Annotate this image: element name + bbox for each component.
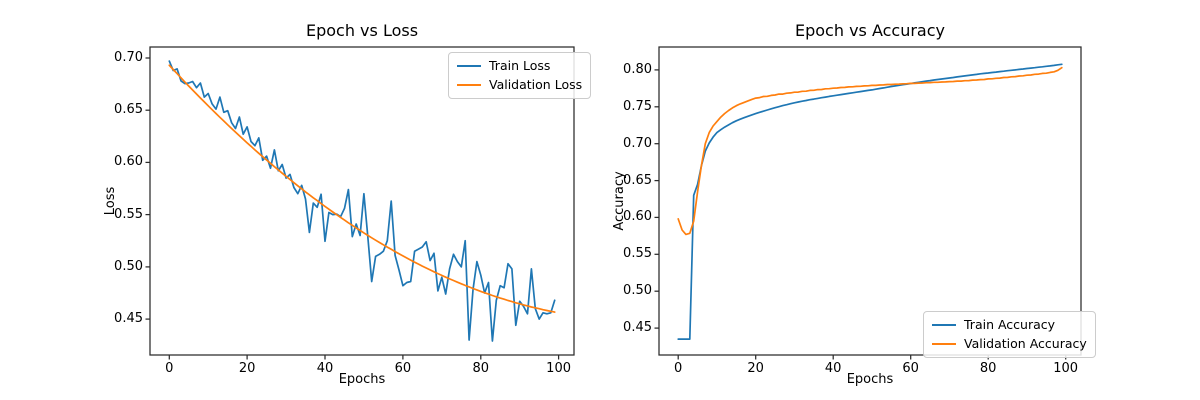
y-tick-label: 0.55 <box>623 246 652 262</box>
x-axis-label: Epochs <box>846 372 894 387</box>
x-tick-label: 60 <box>902 361 919 376</box>
y-tick-label: 0.80 <box>623 61 652 77</box>
y-tick-label: 0.55 <box>114 206 143 222</box>
chart-title: Epoch vs Accuracy <box>794 21 945 40</box>
x-tick-label: 40 <box>824 361 842 376</box>
y-tick-label: 0.60 <box>114 154 143 170</box>
legend-line-swatch <box>457 65 481 67</box>
legend-label: Validation Accuracy <box>964 336 1087 351</box>
x-tick-label: 100 <box>546 361 571 376</box>
y-tick-label: 0.75 <box>623 98 652 114</box>
plot-spines <box>658 46 1082 356</box>
plot-spines <box>149 46 575 356</box>
legend-line-swatch <box>932 343 956 345</box>
x-tick-label: 0 <box>165 361 174 376</box>
legend: Train Loss Validation Loss <box>448 52 592 99</box>
legend-entry: Validation Accuracy <box>932 336 1087 352</box>
legend-label: Train Loss <box>489 58 551 73</box>
x-tick-label: 60 <box>394 361 412 376</box>
x-tick-label: 80 <box>472 361 490 376</box>
y-tick-label: 0.70 <box>114 50 143 65</box>
validation-loss-line <box>168 64 556 313</box>
legend-label: Train Accuracy <box>964 317 1056 332</box>
x-tick-label: 0 <box>674 361 683 376</box>
x-tick-label: 20 <box>747 361 764 376</box>
legend-entry: Train Accuracy <box>932 317 1087 333</box>
y-tick-label: 0.60 <box>623 209 652 225</box>
y-tick-label: 0.65 <box>623 172 652 188</box>
legend: Train Accuracy Validation Accuracy <box>923 311 1096 358</box>
x-tick-label: 100 <box>1053 361 1079 376</box>
x-tick-label: 20 <box>238 361 256 376</box>
train-loss-line <box>168 60 556 342</box>
legend-entry: Train Loss <box>457 58 582 74</box>
y-tick-label: 0.65 <box>114 102 143 118</box>
x-tick-label: 40 <box>316 361 334 376</box>
legend-entry: Validation Loss <box>457 77 582 93</box>
x-tick-label: 80 <box>979 361 997 376</box>
legend-line-swatch <box>932 324 956 326</box>
legend-line-swatch <box>457 84 481 86</box>
train-accuracy-line <box>677 63 1063 340</box>
y-tick-label: 0.50 <box>623 283 652 299</box>
chart-title: Epoch vs Loss <box>305 21 419 40</box>
validation-accuracy-line <box>677 66 1063 236</box>
y-tick-label: 0.50 <box>114 258 143 274</box>
x-axis-label: Epochs <box>338 372 386 387</box>
y-tick-label: 0.70 <box>623 135 652 151</box>
y-tick-label: 0.45 <box>623 320 652 336</box>
legend-label: Validation Loss <box>489 77 583 92</box>
y-tick-label: 0.45 <box>114 311 143 327</box>
